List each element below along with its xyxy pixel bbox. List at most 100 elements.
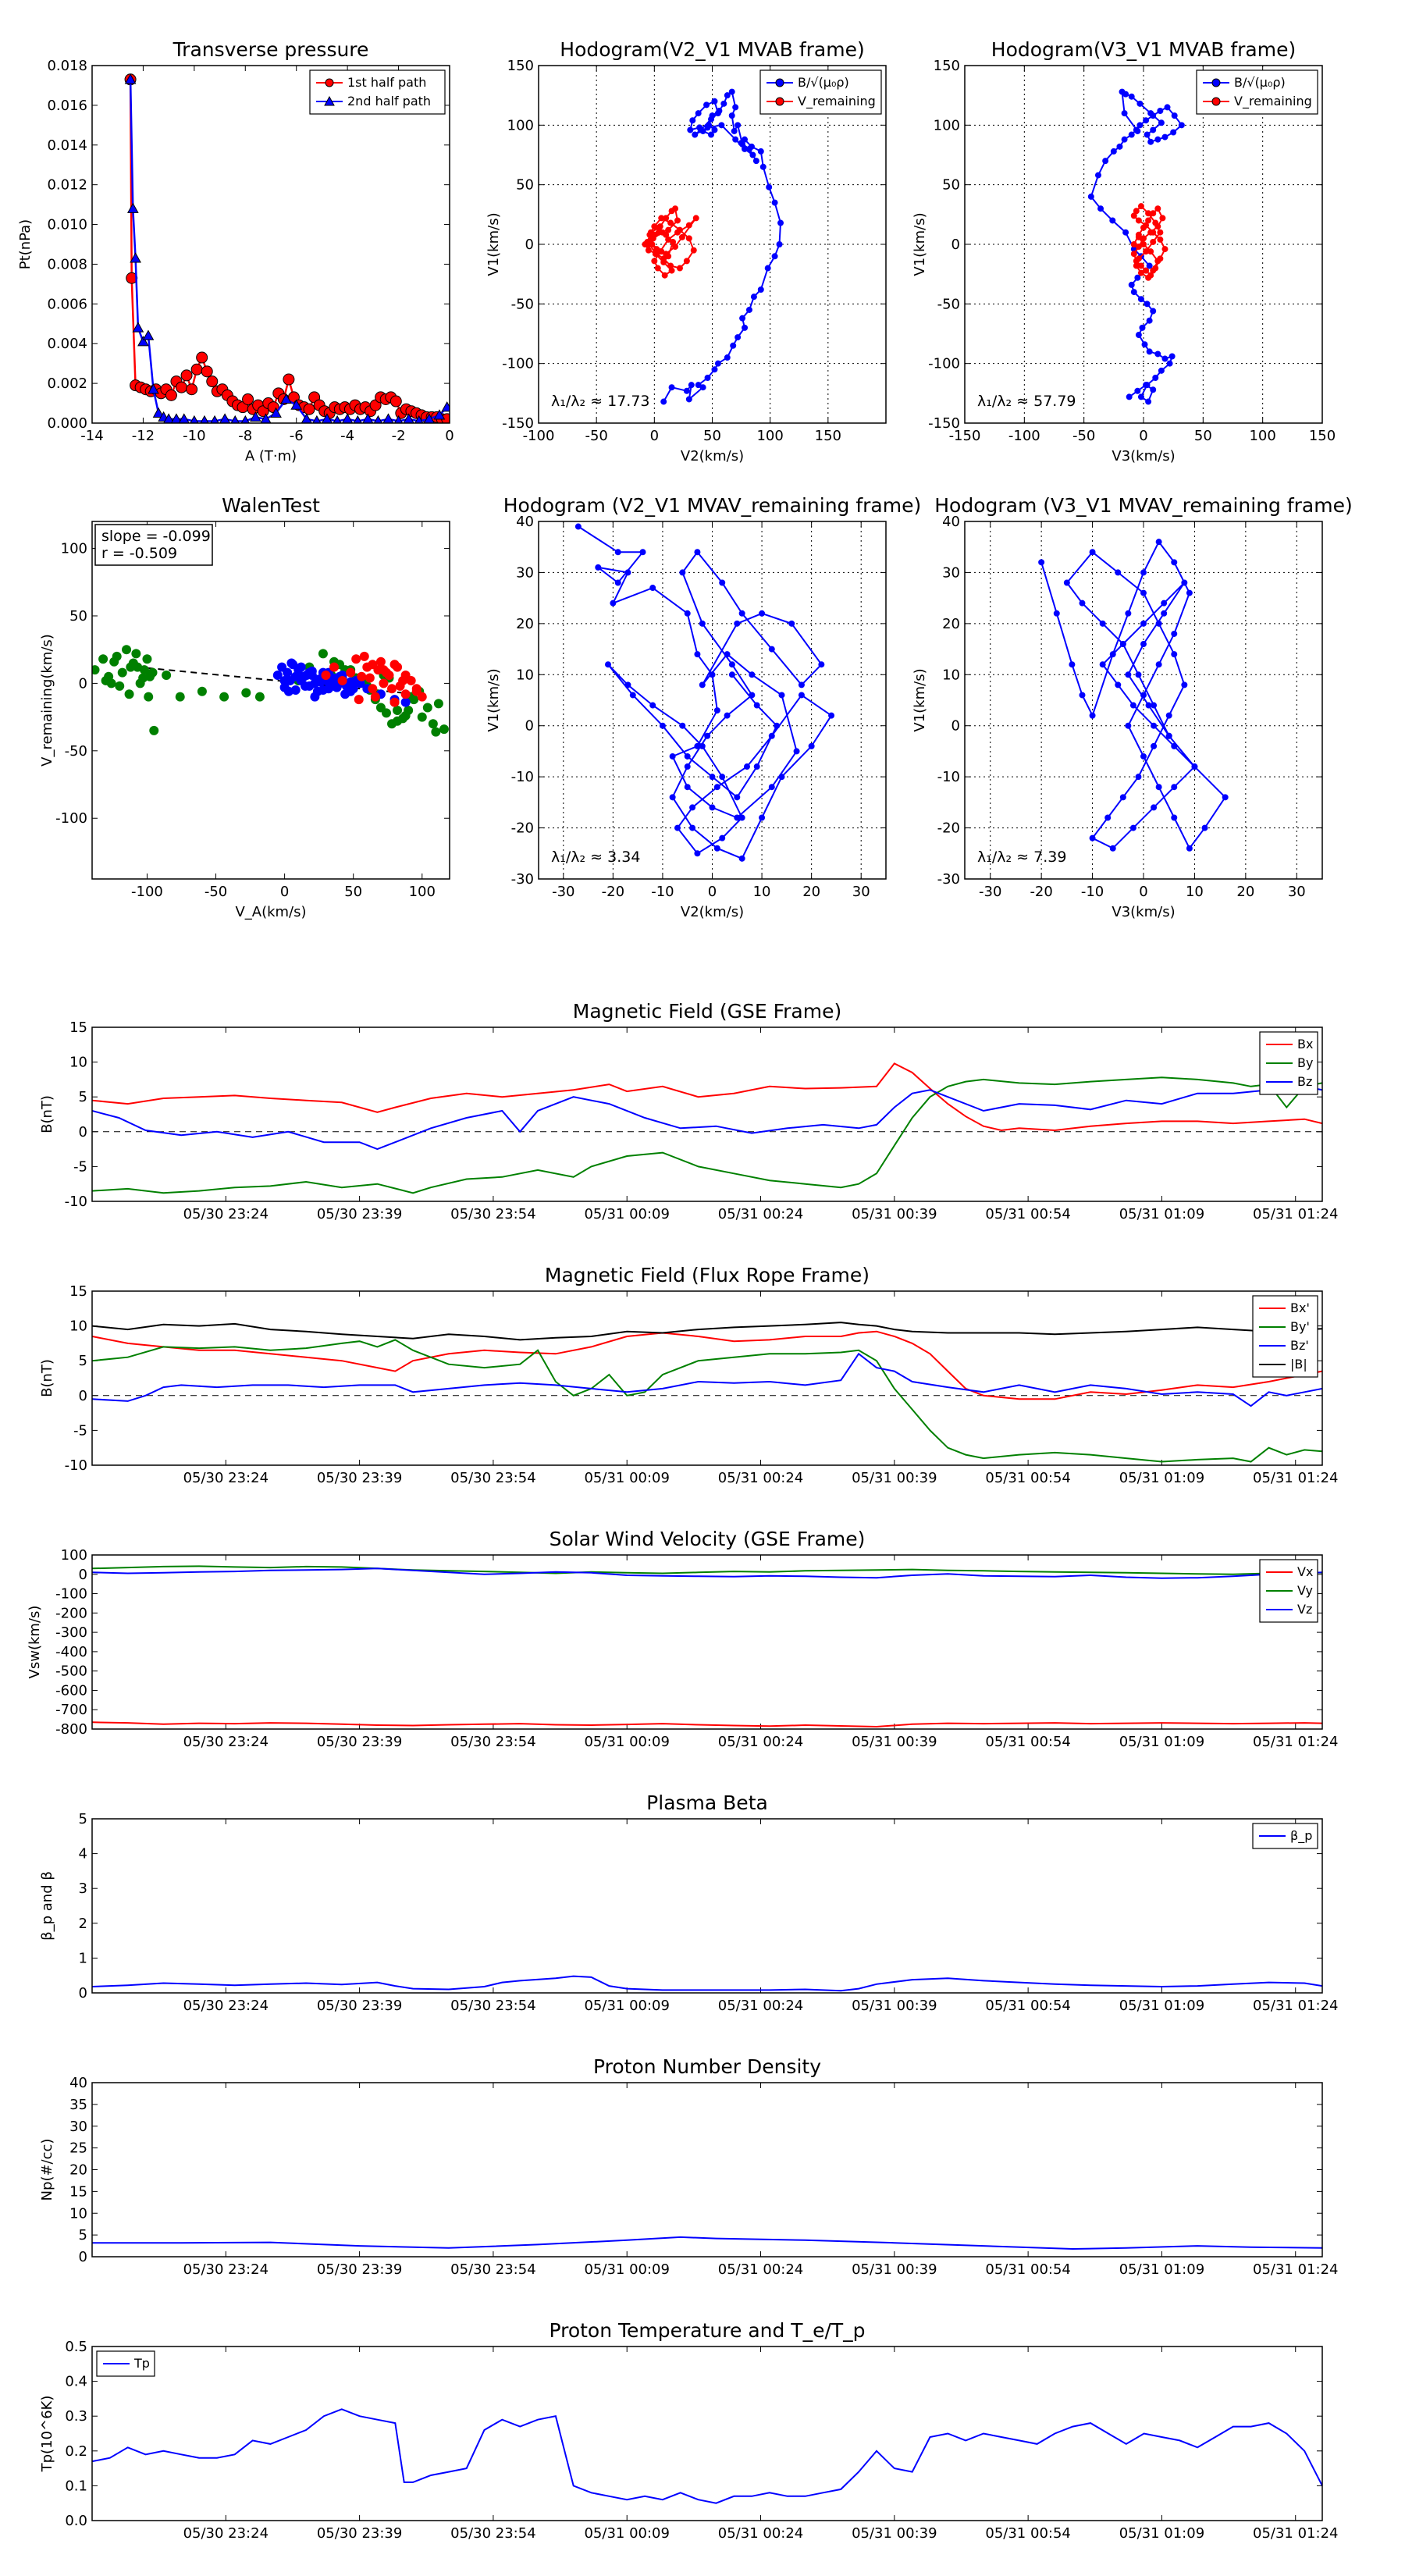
data-point [793,748,800,755]
legend: Bx By Bz [1259,1031,1318,1095]
data-point [200,415,209,423]
chart-hod4: Hodogram (V3_V1 MVAV_remaining frame) -30… [912,494,1353,920]
x-tick-label: 05/31 00:54 [985,1734,1070,1750]
data-point [428,719,438,729]
data-point [684,753,691,760]
data-point [668,267,675,274]
data-point [1125,671,1132,678]
data-point [1161,355,1168,362]
y-tick-label: 20 [69,2162,87,2179]
data-point [230,415,240,423]
x-tick-label: 30 [852,884,870,900]
data-point [1147,138,1154,145]
data-point [414,415,424,423]
axes-frame [91,1026,1323,1202]
data-point [669,753,676,760]
x-tick-label: 05/31 00:09 [584,2261,669,2278]
data-point [683,387,690,394]
series-line [1133,205,1166,279]
data-point [665,236,672,243]
data-point [735,122,742,129]
data-point [304,681,315,691]
data-point [718,122,725,129]
data-point [197,686,207,696]
data-point [1140,620,1147,627]
data-point [393,705,403,715]
data-point [130,252,141,263]
data-point [708,116,715,123]
data-point [387,684,397,694]
chart-title: Magnetic Field (Flux Rope Frame) [545,1264,870,1286]
y-tick-label: 35 [69,2097,87,2113]
legend-marker [324,95,335,106]
data-point [142,329,155,340]
x-tick-label: 05/31 00:09 [584,1470,669,1486]
data-point [672,244,679,251]
data-point [1135,671,1142,678]
data-point [1158,367,1165,374]
data-point [753,702,760,709]
x-tick-label: 50 [1194,428,1212,444]
data-point [720,100,727,107]
axes-frame [91,1818,1323,1994]
data-point [768,784,775,791]
data-point [699,742,706,749]
data-point [1201,824,1208,831]
chart-title: Transverse pressure [173,38,369,61]
data-point [768,732,775,739]
series-Vz [92,1567,1322,1579]
legend-label: Vz [1297,1602,1312,1617]
data-point [131,649,141,659]
data-point [280,393,292,404]
data-point [144,692,154,702]
chart-title: Hodogram (V2_V1 MVAV_remaining frame) [503,494,922,517]
data-point [1171,630,1178,637]
x-axis-label: V2(km/s) [681,904,744,920]
data-point [714,360,721,367]
data-point [768,646,775,653]
legend: B/√(μ₀ρ) V_remaining [759,69,882,115]
legend-box [1252,1295,1318,1378]
data-point [433,409,446,420]
data-point [738,610,745,617]
legend-label: Bx' [1290,1300,1310,1315]
x-tick-label: 05/31 00:39 [852,1206,937,1222]
data-point [400,671,411,681]
y-tick-label: 50 [69,608,87,624]
data-point [649,235,656,242]
y-axis-label: Vsw(km/s) [27,1606,43,1679]
x-tick-label: 05/31 00:09 [584,1206,669,1222]
x-tick-label: -30 [552,884,574,900]
data-point [713,784,720,791]
y-tick-label: 30 [69,2119,87,2135]
data-point [1079,600,1086,607]
data-point [1151,804,1158,811]
data-point [724,712,731,719]
data-point [270,407,282,418]
data-point [731,127,738,134]
data-point [672,205,679,212]
data-point [744,763,750,770]
series-Bx' [92,1330,1322,1400]
data-point [709,774,716,781]
chart-vsw: Solar Wind Velocity (GSE Frame) 05/30 23:… [27,1528,1338,1750]
data-point [679,569,686,576]
data-point [1152,219,1159,226]
data-point [629,692,636,699]
plot-area [92,1975,1322,1992]
y-tick-label: -10 [511,769,534,785]
axes-frame [91,1554,1323,1730]
data-point [739,315,746,322]
data-point [163,413,175,423]
data-point [242,393,254,405]
data-point [667,219,674,226]
data-point [778,692,785,699]
legend-label: V_remaining [798,94,876,109]
data-point [433,699,443,709]
y-tick-label: -600 [55,1682,87,1699]
x-tick-label: 05/30 23:54 [450,1206,535,1222]
x-tick-label: 05/31 01:09 [1119,1734,1204,1750]
legend-label: 1st half path [347,75,426,90]
plot-area [1087,88,1185,405]
